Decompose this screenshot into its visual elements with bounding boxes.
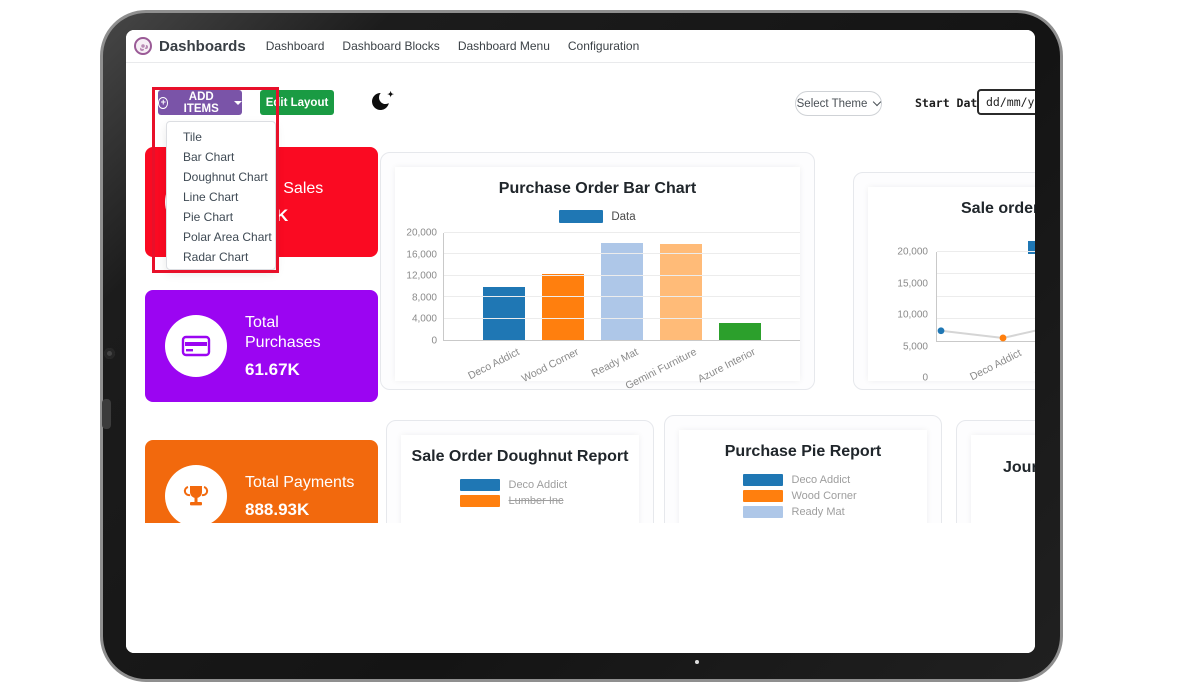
legend-label: Data [611,210,636,223]
tile-label: Total Payments [245,473,355,491]
bar-y-axis: 0 4,000 8,000 12,000 16,000 20,000 [406,227,437,347]
nav-item-dashboard-menu[interactable]: Dashboard Menu [457,39,550,53]
chevron-down-icon [873,97,882,107]
screen-blank-area [126,523,1035,653]
dropdown-item-line-chart[interactable]: Line Chart [183,190,239,204]
line-y-axis: 0 5,000 10,000 15,000 20,000 [897,246,928,384]
tile-value: 61.67K [245,359,300,379]
bar-chart-legend[interactable]: Data [395,210,800,223]
dark-mode-toggle[interactable]: ✦ [372,90,394,112]
app-screen: Dashboards Dashboard Dashboard Blocks Dash… [126,30,1035,653]
tablet-camera-knob [104,348,115,359]
plus-icon: + [158,96,169,109]
nav-menu: Dashboard Dashboard Blocks Dashboard Menu C… [266,39,658,53]
edit-layout-label: Edit Layout [265,96,329,109]
purchase-order-bar-chart-card: Purchase Order Bar Chart Data 0 4,000 8,00… [380,152,815,393]
add-items-button[interactable]: + ADD ITEMS [158,90,242,115]
doughnut-legend: Deco Addict Lumber Inc [401,479,639,507]
bar-gemini-furniture [660,244,702,340]
caret-down-icon [234,100,242,105]
bar-chart-title: Purchase Order Bar Chart [498,180,697,197]
dropdown-item-polar-area-chart[interactable]: Polar Area Chart [183,230,272,244]
dropdown-item-bar-chart[interactable]: Bar Chart [183,150,235,164]
line-legend-swatch[interactable] [1028,241,1035,254]
bar-plot-area: 0 4,000 8,000 12,000 16,000 20,000 [395,227,800,347]
legend-item-lumber-inc[interactable]: Lumber Inc [459,495,581,507]
legend-swatch [559,210,604,223]
doughnut-title: Sale Order Doughnut Report [411,448,629,465]
dropdown-item-tile[interactable]: Tile [183,130,202,144]
top-navbar: Dashboards Dashboard Dashboard Blocks Dash… [126,30,1035,63]
credit-card-icon [165,315,227,377]
bar-ready-mat [601,243,643,340]
app-title: Dashboards [159,37,246,55]
legend-swatch [742,506,783,518]
add-items-label: ADD ITEMS [183,90,219,115]
pie-legend: Deco Addict Wood Corner Ready Mat [679,474,927,518]
legend-swatch [459,495,500,507]
tile-value: 888.93K [245,499,310,519]
tile-total-purchases[interactable]: Total Purchases 61.67K [145,290,378,402]
pie-title: Purchase Pie Report [724,443,882,460]
bar-x-axis: Deco Addict Wood Corner Ready Mat Gemini Fu… [466,346,758,393]
app-logo-icon[interactable] [134,37,152,55]
nav-item-dashboard-blocks[interactable]: Dashboard Blocks [342,39,440,53]
nav-item-configuration[interactable]: Configuration [567,39,640,53]
sale-order-line-chart-card: Sale order 0 5,000 10,000 15,000 20,000 Deco… [853,172,1035,390]
legend-item-deco-addict[interactable]: Deco Addict [742,474,864,486]
dropdown-item-pie-chart[interactable]: Pie Chart [183,210,234,224]
start-date-input[interactable] [977,89,1035,115]
tablet-side-button [102,399,111,429]
tile-label: Total Purchases [245,313,321,351]
tablet-frame: Dashboards Dashboard Dashboard Blocks Dash… [100,10,1063,682]
legend-item-wood-corner[interactable]: Wood Corner [742,490,864,502]
bar-deco-addict [483,286,525,340]
dropdown-item-radar-chart[interactable]: Radar Chart [183,250,249,264]
journal-title: Journal [1003,459,1035,476]
trophy-icon [165,465,227,527]
line-chart-title: Sale order [961,200,1035,217]
tile-value: K [276,205,289,225]
legend-item-ready-mat[interactable]: Ready Mat [742,506,864,518]
add-items-dropdown-menu: Tile Bar Chart Doughnut Chart Line Chart Pie… [166,121,276,270]
bar-azure-interior [719,322,761,340]
legend-swatch [742,490,783,502]
select-theme-dropdown[interactable]: Select Theme [795,91,882,116]
legend-item-deco-addict[interactable]: Deco Addict [459,479,581,491]
nav-item-dashboard[interactable]: Dashboard [265,39,325,53]
edit-layout-button[interactable]: Edit Layout [260,90,334,115]
tablet-front-camera [695,660,699,664]
start-date-label: Start Date: [915,96,992,110]
star-icon: ✦ [387,90,394,99]
dropdown-item-doughnut-chart[interactable]: Doughnut Chart [183,170,268,184]
legend-swatch [459,479,500,491]
select-theme-label: Select Theme [796,97,868,110]
bar-wood-corner [542,273,584,340]
legend-swatch [742,474,783,486]
